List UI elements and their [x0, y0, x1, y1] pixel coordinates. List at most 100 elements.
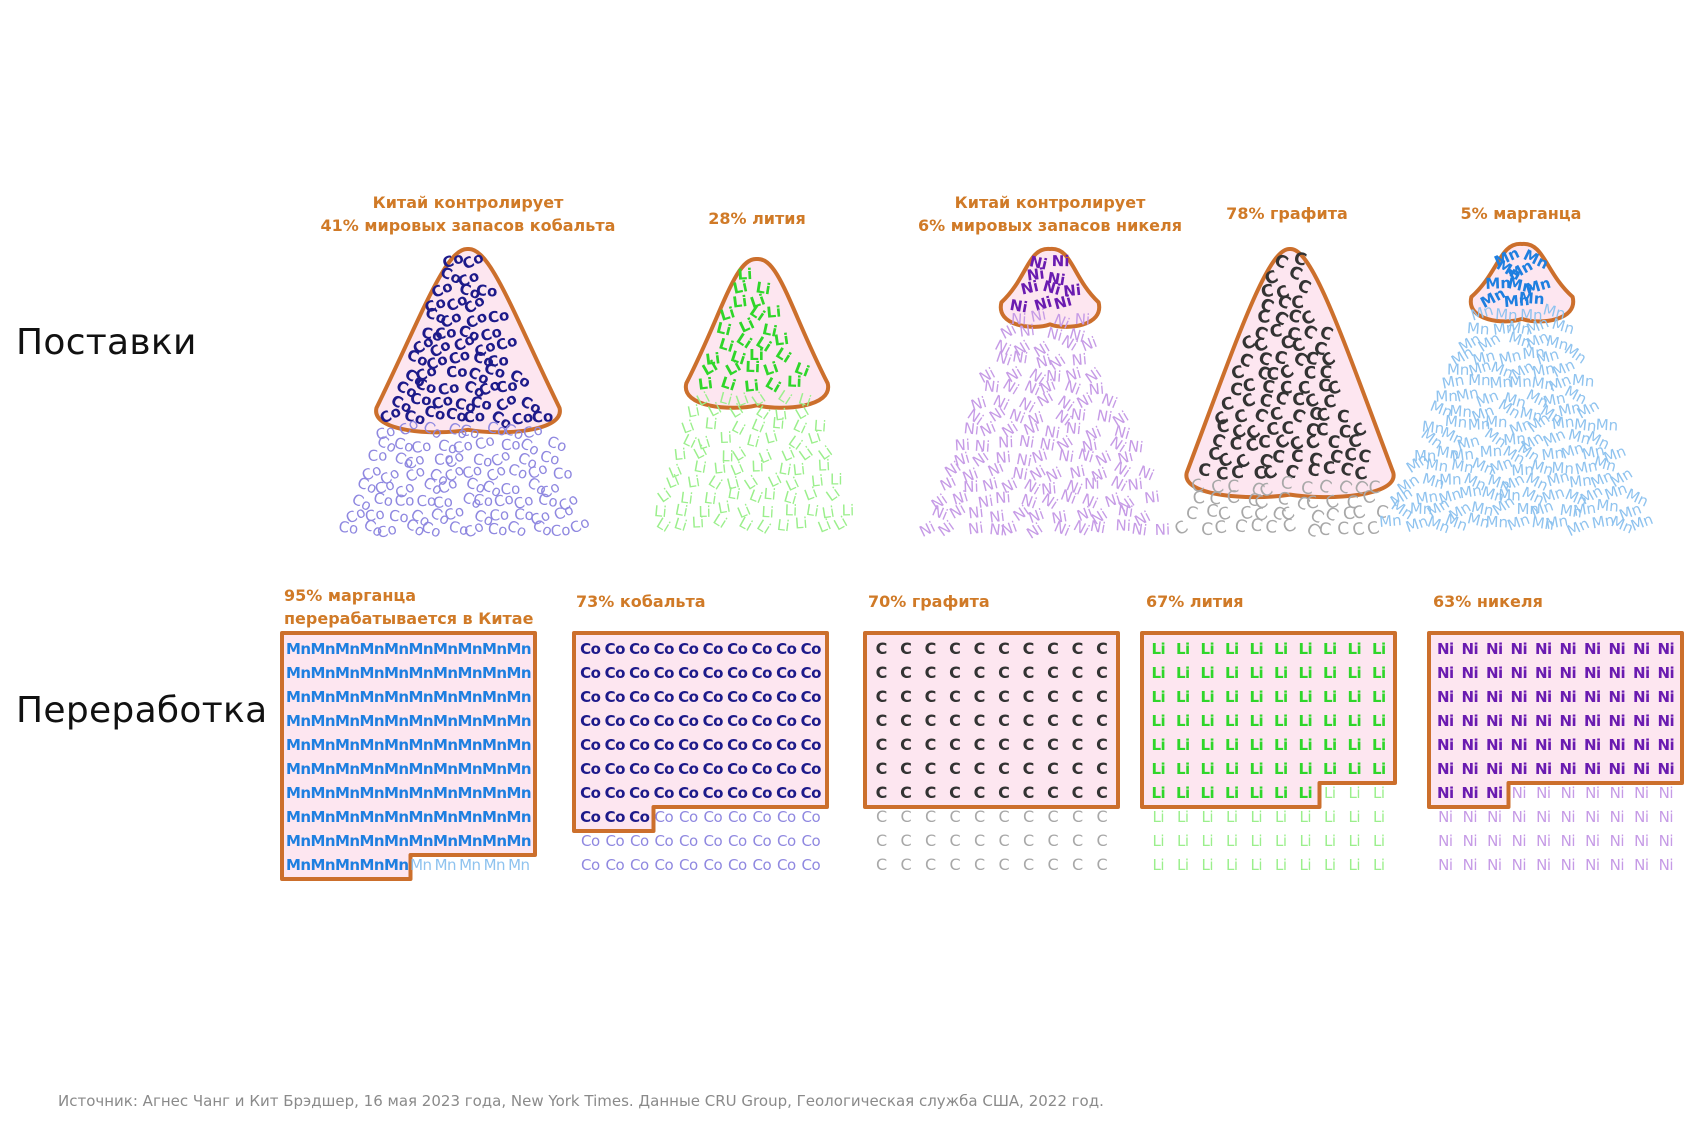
processing-symbol: C	[1096, 759, 1107, 778]
processing-symbol: C	[900, 687, 911, 706]
supply-symbol: Ni	[998, 433, 1014, 452]
supply-symbol: Ni	[1015, 450, 1033, 470]
processing-symbol: Mn	[335, 856, 360, 874]
supply-symbol: Ni	[1021, 417, 1041, 439]
supply-symbol: C	[1351, 519, 1366, 541]
processing-symbol: Li	[1177, 856, 1189, 874]
supply-symbol: Co	[413, 374, 439, 397]
processing-symbol: Li	[1176, 640, 1190, 658]
processing-symbol: Co	[580, 784, 601, 802]
processing-symbol: Mn	[506, 664, 531, 682]
processing-symbol: C	[1096, 639, 1107, 658]
supply-symbol: Ni	[1052, 291, 1074, 313]
processing-symbol: Ni	[1633, 640, 1650, 658]
processing-symbol: C	[1023, 831, 1034, 850]
supply-caption-nickel: Китай контролирует 6% мировых запасов ни…	[918, 191, 1182, 237]
processing-symbol: Ni	[1657, 664, 1674, 682]
supply-symbol: Ni	[1022, 377, 1043, 400]
processing-symbol: Co	[654, 688, 675, 706]
processing-symbol: Ni	[1461, 664, 1478, 682]
processing-symbol: Li	[1300, 832, 1312, 850]
processing-symbol: Mn	[457, 736, 482, 754]
processing-symbol: Mn	[482, 760, 507, 778]
processing-symbol: Ni	[1437, 760, 1454, 778]
processing-symbol: Ni	[1486, 736, 1503, 754]
supply-symbol: Ni	[969, 393, 989, 415]
caption-line: 78% графита	[1226, 204, 1348, 223]
supply-symbol: Co	[453, 394, 478, 417]
processing-symbol: C	[876, 711, 887, 730]
supply-symbol: C	[1233, 515, 1249, 537]
supply-symbol: Li	[784, 501, 797, 519]
processing-symbol: Co	[678, 688, 699, 706]
processing-symbol: Mn	[457, 712, 482, 730]
processing-symbol: Ni	[1461, 784, 1478, 802]
processing-symbol: Mn	[433, 808, 458, 826]
processing-symbol: C	[925, 759, 936, 778]
processing-symbol: C	[1023, 783, 1034, 802]
processing-symbol: Ni	[1486, 640, 1503, 658]
processing-symbol: Mn	[457, 808, 482, 826]
processing-symbol: Ni	[1610, 856, 1624, 874]
processing-symbol: Co	[727, 712, 748, 730]
processing-symbol: C	[900, 759, 911, 778]
processing-symbol: Li	[1275, 832, 1287, 850]
processing-symbol: Mn	[310, 832, 335, 850]
processing-symbol: Mn	[384, 784, 409, 802]
processing-symbol: Co	[752, 688, 773, 706]
processing-symbol: Li	[1202, 856, 1214, 874]
supply-symbol: Co	[512, 490, 536, 513]
processing-symbol: Li	[1151, 640, 1165, 658]
processing-symbol: Li	[1274, 688, 1288, 706]
processing-symbol: Mn	[482, 832, 507, 850]
processing-symbol: C	[949, 711, 960, 730]
processing-symbol: Mn	[408, 736, 433, 754]
processing-symbol: Co	[703, 760, 724, 778]
processing-symbol: Ni	[1559, 664, 1576, 682]
processing-symbol: Mn	[384, 640, 409, 658]
processing-symbol: Ni	[1535, 640, 1552, 658]
supply-symbol: Ni	[1032, 293, 1054, 315]
processing-symbol: Ni	[1657, 640, 1674, 658]
processing-symbol: C	[1096, 663, 1107, 682]
processing-symbol: Co	[654, 856, 673, 874]
processing-symbol: Mn	[433, 712, 458, 730]
caption-line: 73% кобальта	[576, 592, 706, 611]
processing-symbol: Co	[605, 640, 626, 658]
supply-symbol: Li	[653, 502, 667, 521]
processing-symbol: Ni	[1512, 856, 1526, 874]
supply-symbol: Ni	[1083, 423, 1104, 445]
processing-symbol: Co	[801, 640, 822, 658]
processing-symbol: Co	[580, 736, 601, 754]
supply-symbol: Li	[718, 388, 735, 409]
supply-symbol: Mn	[1378, 511, 1402, 531]
processing-symbol: Mn	[408, 760, 433, 778]
processing-symbol: C	[925, 663, 936, 682]
processing-symbol: Li	[1249, 736, 1263, 754]
processing-symbol: C	[925, 807, 936, 826]
processing-symbol: Ni	[1633, 760, 1650, 778]
supply-symbol: Li	[810, 471, 824, 490]
supply-symbol: Li	[721, 447, 734, 465]
processing-symbol: Co	[752, 736, 773, 754]
processing-symbol: Co	[703, 736, 724, 754]
processing-symbol: Co	[654, 832, 673, 850]
supply-symbol: Co	[510, 407, 534, 429]
processing-symbol: Mn	[457, 784, 482, 802]
processing-symbol: C	[1023, 855, 1034, 874]
supply-symbol: Co	[434, 323, 457, 343]
supply-symbol: Ni	[1079, 333, 1100, 355]
processing-symbol: Ni	[1437, 688, 1454, 706]
processing-symbol: Mn	[484, 856, 505, 874]
processing-symbol: Li	[1249, 712, 1263, 730]
processing-symbol: Li	[1298, 760, 1312, 778]
processing-symbol: Ni	[1585, 856, 1599, 874]
supply-symbol: C	[1201, 520, 1214, 541]
processing-symbol: C	[974, 663, 985, 682]
supply-symbol: Ni	[929, 501, 950, 524]
processing-symbol: Mn	[359, 808, 384, 826]
processing-symbol: C	[998, 807, 1009, 826]
processing-symbol: C	[925, 687, 936, 706]
